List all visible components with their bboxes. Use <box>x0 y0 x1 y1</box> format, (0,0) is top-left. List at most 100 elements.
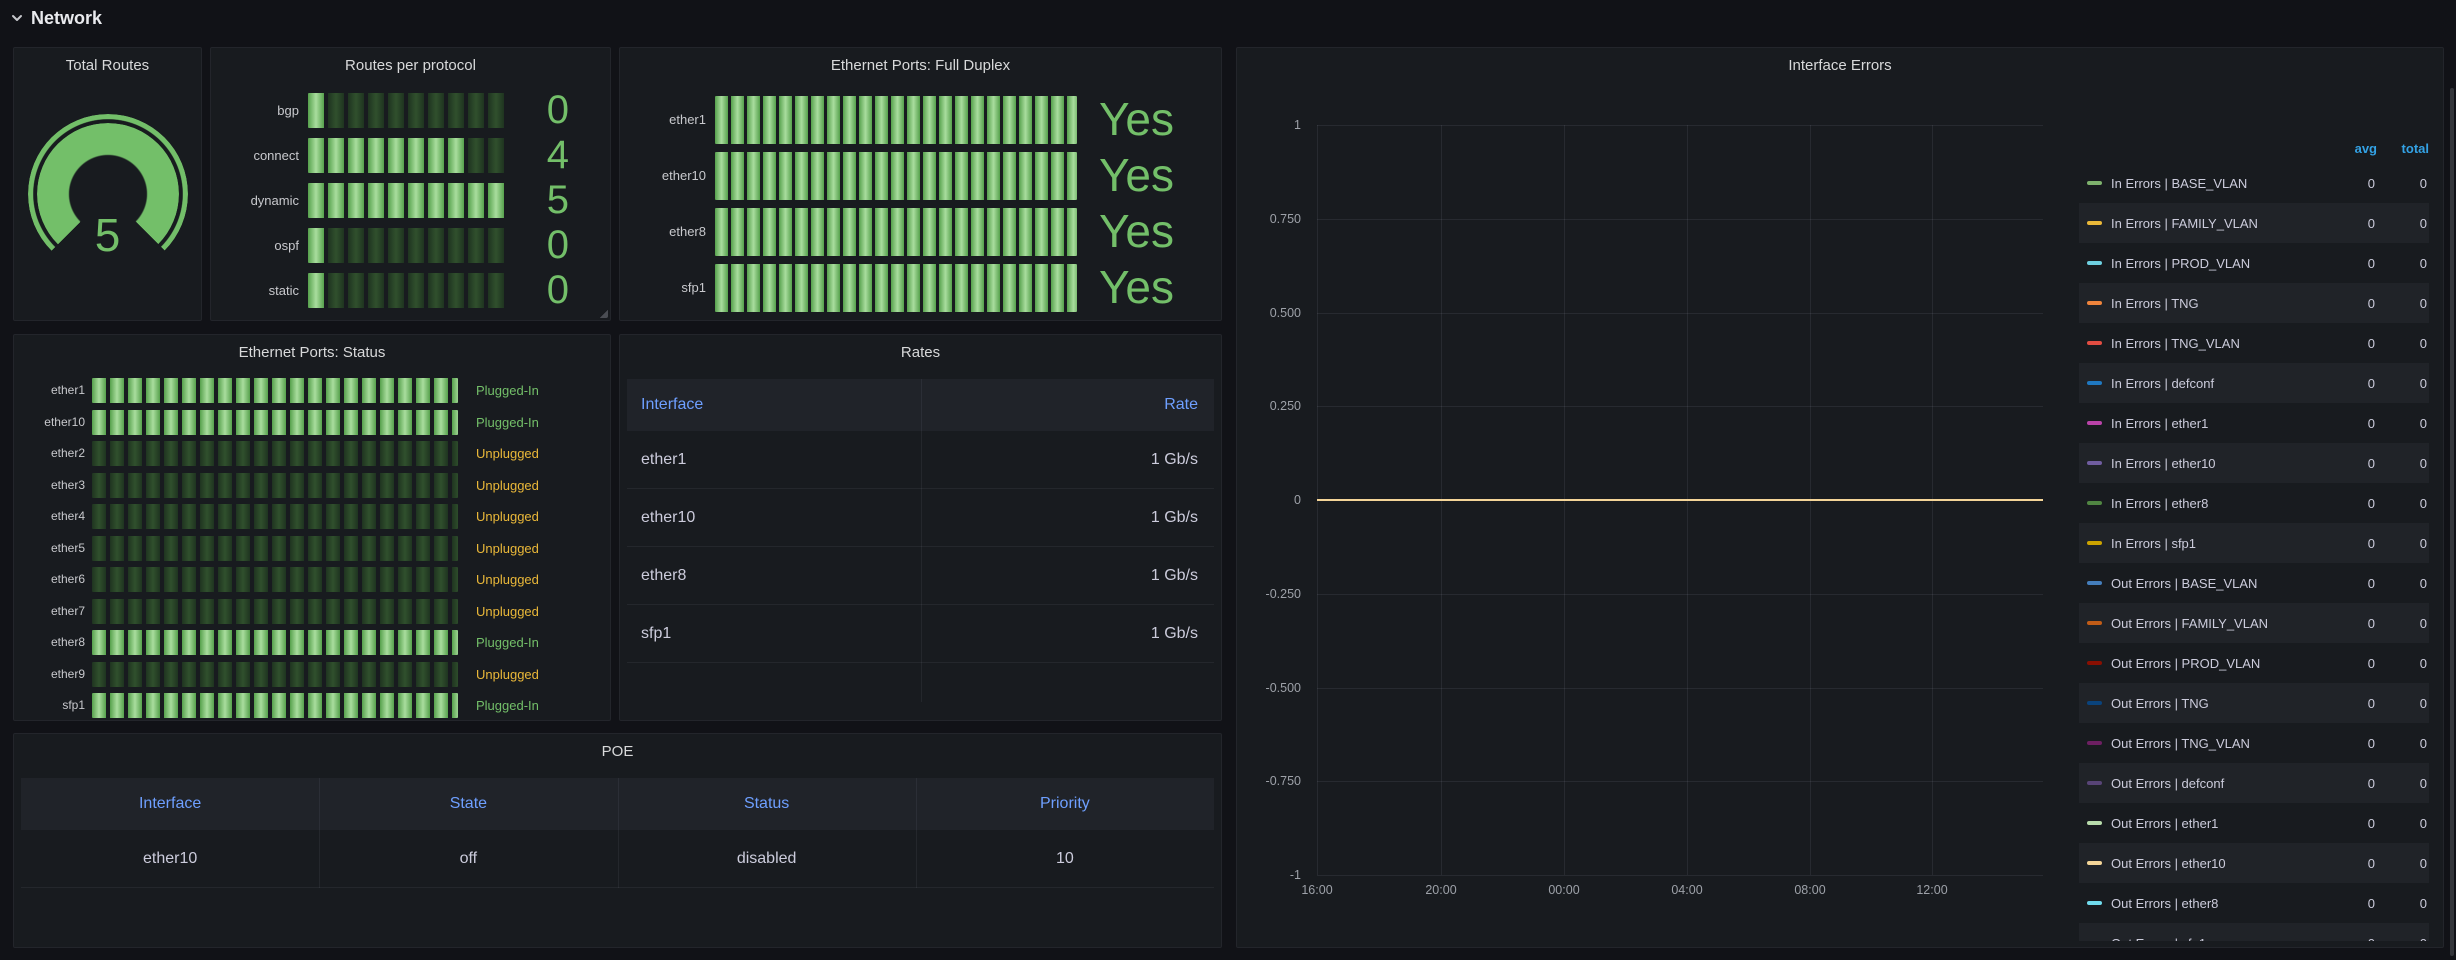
legend-row[interactable]: Out Errors | BASE_VLAN 0 0 <box>2079 563 2429 603</box>
panel-title[interactable]: POE <box>601 743 634 760</box>
column-header-interface[interactable]: Interface <box>641 396 704 413</box>
lcd-bar-unlit <box>92 441 458 466</box>
legend-row[interactable]: Out Errors | TNG 0 0 <box>2079 683 2429 723</box>
legend-avg-value: 0 <box>2367 735 2375 751</box>
panel-title[interactable]: Interface Errors <box>1788 57 1892 74</box>
bar-gauge-label: ether4 <box>50 509 85 523</box>
lcd-bar <box>92 567 458 592</box>
legend-row[interactable]: Out Errors | PROD_VLAN 0 0 <box>2079 643 2429 683</box>
legend-total-value: 0 <box>2419 695 2427 711</box>
table-row: ether8 1 Gb/s <box>627 547 1214 605</box>
cell-interface: ether8 <box>641 566 687 584</box>
bar-gauge-row: ether1 Yes <box>620 92 1221 148</box>
legend-avg-value: 0 <box>2367 335 2375 351</box>
column-header-priority[interactable]: Priority <box>1039 795 1090 812</box>
series-color-swatch <box>2087 381 2102 385</box>
cell-interface: ether10 <box>641 508 696 526</box>
gauge-value: 5 <box>94 209 121 261</box>
bar-gauge-value: Yes <box>1098 261 1174 313</box>
legend-series-label: In Errors | TNG_VLAN <box>2111 335 2240 351</box>
series-color-swatch <box>2087 261 2102 265</box>
lcd-bar-unlit <box>92 472 458 498</box>
legend-row[interactable]: Out Errors | TNG_VLAN 0 0 <box>2079 723 2429 763</box>
series-color-swatch <box>2087 461 2102 465</box>
row-header-network[interactable]: Network <box>10 5 102 31</box>
column-header-rate[interactable]: Rate <box>1164 396 1198 413</box>
legend-header-avg[interactable]: avg <box>2354 141 2377 156</box>
panel-resize-handle[interactable] <box>599 309 608 318</box>
legend-total-value: 0 <box>2419 735 2427 751</box>
legend-row[interactable]: Out Errors | ether1 0 0 <box>2079 803 2429 843</box>
legend-row[interactable]: In Errors | TNG_VLAN 0 0 <box>2079 323 2429 363</box>
lcd-bar-lit <box>308 183 508 218</box>
column-header-state[interactable]: State <box>449 795 488 812</box>
bar-gauge-row: ether7 Unplugged <box>14 596 610 628</box>
legend-row[interactable]: In Errors | FAMILY_VLAN 0 0 <box>2079 203 2429 243</box>
legend-header-total[interactable]: total <box>2401 141 2429 156</box>
panel-title[interactable]: Rates <box>900 344 941 361</box>
legend: avg total In Errors | BASE_VLAN 0 0 In Erro… <box>2079 111 2429 941</box>
lcd-bar <box>308 183 508 218</box>
panel-title[interactable]: Total Routes <box>65 57 150 74</box>
legend-avg-value: 0 <box>2367 815 2375 831</box>
legend-row[interactable]: Out Errors | ether10 0 0 <box>2079 843 2429 883</box>
panel-interface-errors: Interface Errors 1 0.750 0.500 0.250 0 -0.250… <box>1236 47 2444 948</box>
cell-interface: sfp1 <box>641 624 672 642</box>
panel-title[interactable]: Routes per protocol <box>345 57 476 74</box>
bar-gauge-label: ether10 <box>661 168 706 183</box>
legend-row[interactable]: In Errors | defconf 0 0 <box>2079 363 2429 403</box>
lcd-bar-lit <box>308 273 324 308</box>
legend-avg-value: 0 <box>2367 655 2375 671</box>
legend-row[interactable]: In Errors | BASE_VLAN 0 0 <box>2079 163 2429 203</box>
legend-series-label: In Errors | ether8 <box>2111 495 2209 511</box>
bar-gauge-row: ether2 Unplugged <box>14 438 610 470</box>
legend-rows: In Errors | BASE_VLAN 0 0 In Errors | FAMIL… <box>2079 163 2429 941</box>
bar-gauge-row: ether5 Unplugged <box>14 533 610 565</box>
series-color-swatch <box>2087 501 2102 505</box>
bar-gauge-label: dynamic <box>250 193 299 208</box>
legend-series-label: In Errors | ether1 <box>2111 415 2209 431</box>
panel-title[interactable]: Ethernet Ports: Full Duplex <box>830 57 1011 74</box>
legend-total-value: 0 <box>2419 895 2427 911</box>
legend-row[interactable]: In Errors | PROD_VLAN 0 0 <box>2079 243 2429 283</box>
column-divider <box>617 778 619 888</box>
bar-gauge-value: Yes <box>1098 205 1174 257</box>
lcd-bar-lit <box>715 208 1077 256</box>
lcd-bar <box>92 504 458 529</box>
x-axis-tick-label: 16:00 <box>1301 883 1333 897</box>
legend-total-value: 0 <box>2419 255 2427 271</box>
legend-row[interactable]: Out Errors | ether8 0 0 <box>2079 883 2429 923</box>
legend-row[interactable]: In Errors | TNG 0 0 <box>2079 283 2429 323</box>
legend-row[interactable]: In Errors | sfp1 0 0 <box>2079 523 2429 563</box>
vertical-scrollbar[interactable] <box>2450 88 2454 956</box>
series-color-swatch <box>2087 341 2102 345</box>
bar-gauge-label: ether3 <box>50 477 85 492</box>
legend-avg-value: 0 <box>2367 215 2375 231</box>
legend-row[interactable]: In Errors | ether10 0 0 <box>2079 443 2429 483</box>
legend-total-value: 0 <box>2419 655 2427 671</box>
bar-gauge-label: static <box>268 283 299 298</box>
port-status-value: Unplugged <box>476 666 539 682</box>
legend-row[interactable]: In Errors | ether8 0 0 <box>2079 483 2429 523</box>
bar-gauge-label: ether8 <box>669 224 706 239</box>
lcd-bar <box>715 152 1077 200</box>
bar-gauge-row: ether8 Yes <box>620 204 1221 260</box>
x-axis-tick-label: 20:00 <box>1425 883 1457 897</box>
lcd-bar <box>715 264 1077 312</box>
bar-gauge-label: ether2 <box>50 446 85 460</box>
lcd-bar-lit <box>308 93 324 128</box>
panel-title[interactable]: Ethernet Ports: Status <box>238 344 386 361</box>
column-header-interface[interactable]: Interface <box>138 795 202 812</box>
legend-row[interactable]: Out Errors | defconf 0 0 <box>2079 763 2429 803</box>
legend-avg-value: 0 <box>2367 375 2375 391</box>
lcd-bar-lit <box>715 152 1077 200</box>
column-header-status[interactable]: Status <box>743 795 790 812</box>
lcd-bar <box>92 693 458 718</box>
legend-row[interactable]: Out Errors | FAMILY_VLAN 0 0 <box>2079 603 2429 643</box>
lcd-bar <box>308 273 508 308</box>
bar-gauge-row: ether10 Yes <box>620 148 1221 204</box>
bar-gauge-row: ether6 Unplugged <box>14 564 610 596</box>
table-row: ether10 off disabled 10 <box>21 830 1214 888</box>
legend-row[interactable]: In Errors | ether1 0 0 <box>2079 403 2429 443</box>
